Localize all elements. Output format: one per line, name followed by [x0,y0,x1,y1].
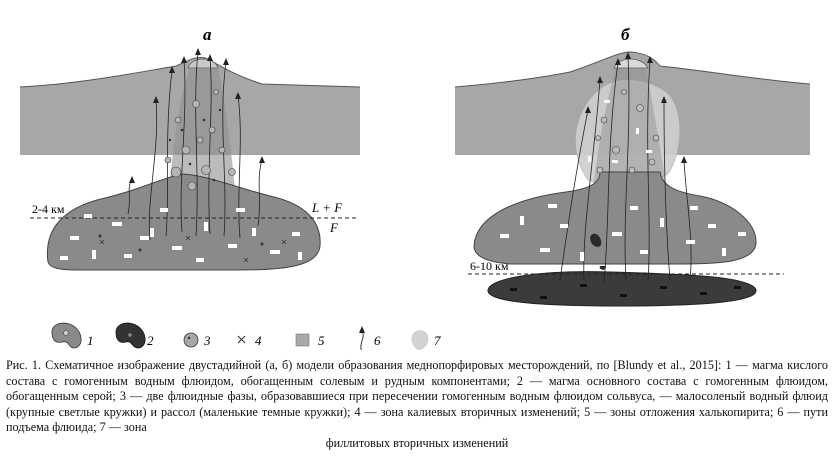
legend-num-2: 2 [147,333,154,348]
legend-num-1: 1 [87,333,94,348]
legend-item-5: 5 [295,333,325,348]
fluid-arrowheads-a [129,48,265,183]
crystals-b [500,204,746,261]
legend-num-3: 3 [203,333,211,348]
legend-item-2: 2 [115,322,154,349]
legend-item-7: 7 [411,330,441,350]
figure-diagram: а 2-4 км L + F F [19,25,811,350]
mafic-plume-b [590,233,602,247]
panel-a-label: а [203,25,212,44]
fluid-arrowheads-b [585,52,687,163]
potassic-alteration-cross-icon [237,335,246,344]
label-f: F [329,220,339,235]
panel-b: б 6-10 км [454,25,811,307]
figure-caption: Рис. 1. Схематичное изображение двустади… [6,358,828,452]
depth-label-b: 6-10 км [470,259,509,273]
phyllic-alteration-icon [411,330,429,350]
legend-num-4: 4 [255,333,262,348]
panel-a: а 2-4 км L + F F [19,25,361,271]
chalcopyrite-zone-square-icon [295,333,310,347]
brine-dots-a [98,108,264,252]
legend-item-6: 6 [359,326,381,350]
legend-item-3: 3 [183,332,211,348]
mafic-magma-b [487,271,757,307]
legend-num-5: 5 [318,333,325,348]
legend-num-6: 6 [374,333,381,348]
magma-body-a [46,173,321,271]
crosses-a [99,235,287,263]
fluid-bubbles-a [164,89,236,191]
caption-text: Рис. 1. Схематичное изображение двустади… [6,358,828,435]
legend-num-7: 7 [434,333,441,348]
label-lf: L + F [311,200,343,215]
legend-item-1: 1 [51,322,94,349]
chalcopyrite-b [588,100,652,163]
ore-column-b [592,68,668,196]
mafic-dots-b [510,284,741,299]
fluid-bubbles-b [595,89,660,174]
legend: 1 2 3 4 5 6 [51,322,441,350]
mafic-inject-b [599,266,606,270]
caption-last-line: филлитовых вторичных изменений [325,435,509,450]
legend-item-4: 4 [237,333,262,348]
fluid-phases-icon [183,332,199,348]
volcano-b [454,51,811,88]
depth-label-a: 2-4 км [32,202,65,216]
magma-body-b [473,171,757,265]
crystals-a [60,208,302,262]
panel-b-label: б [621,25,631,44]
